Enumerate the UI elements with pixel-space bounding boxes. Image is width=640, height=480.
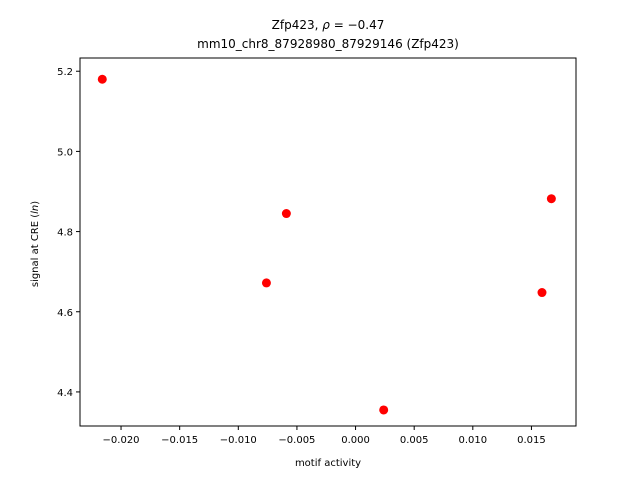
data-point [97, 74, 107, 84]
y-tick-label: 4.8 [57, 228, 73, 239]
plot-area [79, 57, 577, 427]
x-tick-label: −0.020 [103, 435, 140, 446]
plot-frame [79, 57, 577, 427]
y-axis-label: signal at CRE (ln) [30, 201, 41, 287]
chart-title-line2: mm10_chr8_87928980_87929146 (Zfp423) [197, 37, 459, 51]
x-tick-label: 0.000 [341, 435, 370, 446]
x-tick-label: −0.005 [278, 435, 315, 446]
y-tick-label: 4.4 [57, 388, 73, 399]
y-tick-label: 5.0 [57, 147, 73, 158]
data-point [379, 405, 389, 415]
y-tick-label: 5.2 [57, 67, 73, 78]
x-tick-label: 0.010 [458, 435, 487, 446]
y-tick-label: 4.6 [57, 308, 73, 319]
x-tick-label: 0.015 [517, 435, 546, 446]
x-axis-label: motif activity [295, 458, 361, 469]
chart-title-line1: Zfp423, ρ = −0.47 [272, 18, 385, 32]
x-tick-label: 0.005 [400, 435, 429, 446]
x-tick-label: −0.010 [220, 435, 257, 446]
data-point [261, 278, 271, 288]
y-axis: 4.4 4.6 4.8 5.0 5.2 [57, 67, 80, 399]
data-points [97, 74, 556, 415]
data-point [546, 194, 556, 204]
x-tick-label: −0.015 [161, 435, 198, 446]
data-point [281, 209, 291, 219]
data-point [537, 288, 547, 298]
x-axis: −0.020 −0.015 −0.010 −0.005 0.000 0.005 0.010 0… [103, 426, 546, 446]
